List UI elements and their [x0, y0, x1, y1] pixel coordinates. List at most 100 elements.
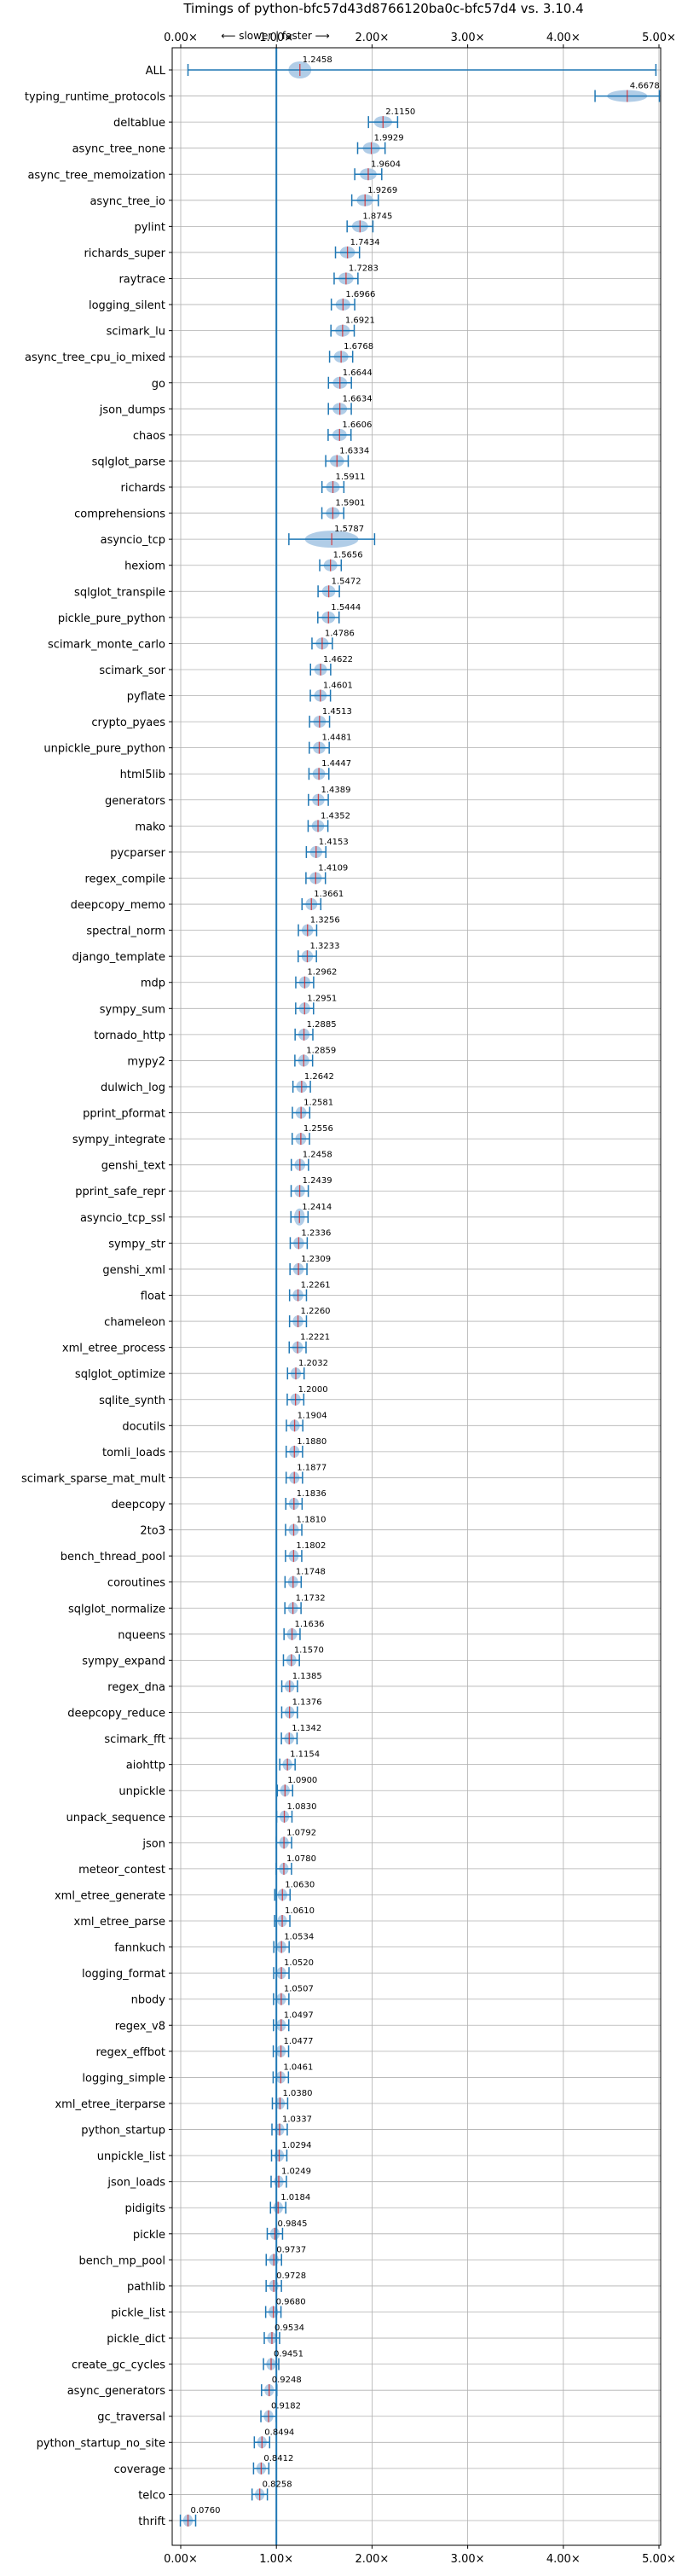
value-label: 1.2581: [303, 1099, 333, 1108]
chart-title: Timings of python-bfc57d43d8766120ba0c-b…: [182, 1, 583, 16]
benchmark-label: pidigits: [125, 2202, 166, 2215]
benchmark-label: scimark_fft: [104, 1733, 165, 1746]
benchmark-label: create_gc_cycles: [72, 2359, 165, 2372]
benchmark-label: scimark_lu: [107, 326, 165, 339]
value-label: 0.0760: [191, 2506, 221, 2515]
violin-layer: [179, 48, 661, 2545]
benchmark-label: richards: [121, 482, 166, 495]
value-label: 1.0610: [285, 1906, 315, 1916]
x-tick-label-top: 1.00×: [259, 32, 293, 44]
benchmark-label: async_generators: [67, 2385, 166, 2398]
value-label: 1.0380: [282, 2089, 312, 2098]
value-label: 1.6966: [345, 290, 375, 299]
benchmark-label: meteor_contest: [78, 1864, 165, 1877]
benchmark-label: regex_v8: [115, 2020, 165, 2033]
benchmark-label: sqlglot_optimize: [75, 1368, 165, 1381]
value-label: 1.4513: [322, 707, 352, 717]
benchmark-label: scimark_sor: [99, 664, 165, 677]
value-label: 0.9182: [271, 2402, 301, 2411]
benchmark-label: mako: [135, 821, 165, 833]
x-tick-label-top: 5.00×: [642, 32, 676, 44]
benchmark-label: dulwich_log: [101, 1082, 165, 1094]
benchmark-label: richards_super: [84, 247, 165, 260]
value-label: 1.2221: [300, 1333, 330, 1343]
value-label: 1.6634: [343, 394, 373, 403]
value-label: 0.9728: [276, 2271, 306, 2281]
benchmark-label: pyflate: [127, 691, 165, 704]
value-label: 1.1748: [296, 1568, 326, 1577]
value-label: 1.4481: [321, 734, 351, 743]
benchmark-label: generators: [105, 795, 165, 808]
value-label: 1.1880: [297, 1437, 327, 1447]
value-label: 1.5444: [331, 603, 361, 612]
value-label: 1.4352: [321, 811, 350, 821]
value-label: 1.0497: [284, 2010, 314, 2020]
value-label: 1.0792: [286, 1828, 316, 1837]
value-label: 1.1385: [292, 1672, 322, 1681]
x-tick-label-top: 0.00×: [164, 32, 198, 44]
benchmark-label: asyncio_tcp: [101, 534, 165, 547]
value-label: 1.6921: [345, 316, 375, 326]
benchmark-label: bench_mp_pool: [78, 2254, 165, 2267]
value-label: 1.0780: [286, 1854, 316, 1864]
benchmark-label: pickle_list: [111, 2306, 165, 2319]
benchmark-label: json_loads: [107, 2177, 165, 2190]
benchmark-label: nbody: [131, 1994, 166, 2007]
value-label: 0.9845: [277, 2219, 307, 2229]
value-label: 1.4153: [319, 838, 349, 847]
value-label: 1.0294: [281, 2141, 311, 2150]
value-label: 1.1810: [297, 1516, 327, 1525]
value-label: 0.8258: [263, 2480, 292, 2489]
value-label: 1.0630: [285, 1880, 315, 1889]
value-label: 1.2309: [301, 1255, 331, 1264]
value-label: 1.2000: [298, 1385, 328, 1395]
benchmark-label: xml_etree_process: [62, 1343, 165, 1355]
benchmark-label: pylint: [134, 221, 165, 234]
benchmark-label: fannkuch: [114, 1942, 165, 1955]
value-label: 0.9248: [272, 2376, 302, 2385]
value-label: 0.9680: [276, 2297, 306, 2306]
value-label: 1.1877: [297, 1463, 327, 1472]
benchmark-label: sqlite_synth: [99, 1395, 165, 1407]
benchmark-label: deepcopy: [111, 1499, 165, 1511]
benchmark-label: chaos: [133, 430, 165, 443]
value-label: 1.2261: [301, 1281, 331, 1291]
benchmark-label: coverage: [114, 2463, 165, 2476]
value-label: 1.0900: [287, 1776, 317, 1785]
benchmark-label: json_dumps: [99, 403, 165, 416]
value-label: 1.2336: [301, 1228, 331, 1238]
value-label: 1.1732: [296, 1593, 326, 1603]
value-label: 1.6644: [343, 368, 373, 378]
benchmark-label: sympy_sum: [100, 1003, 165, 1016]
benchmark-label: python_startup: [81, 2125, 165, 2138]
value-label: 1.4109: [318, 863, 348, 873]
value-label: 1.9929: [374, 134, 404, 143]
benchmark-label: mdp: [141, 978, 165, 990]
benchmark-label: raytrace: [118, 274, 165, 287]
value-label: 1.5656: [333, 551, 363, 560]
value-label: 1.7434: [350, 238, 380, 247]
benchmark-label: async_tree_memoization: [27, 169, 165, 182]
value-label: 1.2885: [307, 1020, 337, 1030]
benchmark-label: deepcopy_reduce: [67, 1708, 165, 1720]
benchmark-label: crypto_pyaes: [91, 717, 165, 729]
value-label: 1.4786: [325, 629, 355, 638]
benchmark-label: 2to3: [140, 1525, 165, 1538]
benchmark-label: regex_dna: [107, 1681, 165, 1694]
value-label: 1.8745: [362, 212, 392, 221]
value-label: 1.0830: [287, 1802, 317, 1812]
x-tick-label-bottom: 2.00×: [355, 2553, 389, 2566]
benchmark-label: genshi_xml: [102, 1264, 165, 1277]
benchmark-label: float: [141, 1291, 165, 1303]
benchmark-label: async_tree_io: [90, 195, 165, 208]
benchmark-label: telco: [138, 2489, 165, 2502]
benchmark-label: sympy_expand: [82, 1655, 165, 1668]
value-label: 0.8412: [263, 2454, 293, 2463]
benchmark-label: pathlib: [127, 2281, 165, 2294]
benchmark-label: deltablue: [113, 117, 165, 130]
benchmark-label: sympy_str: [108, 1238, 165, 1250]
benchmark-label: go: [152, 378, 165, 391]
value-label: 1.0337: [282, 2115, 312, 2125]
value-label: 1.0184: [280, 2193, 310, 2202]
